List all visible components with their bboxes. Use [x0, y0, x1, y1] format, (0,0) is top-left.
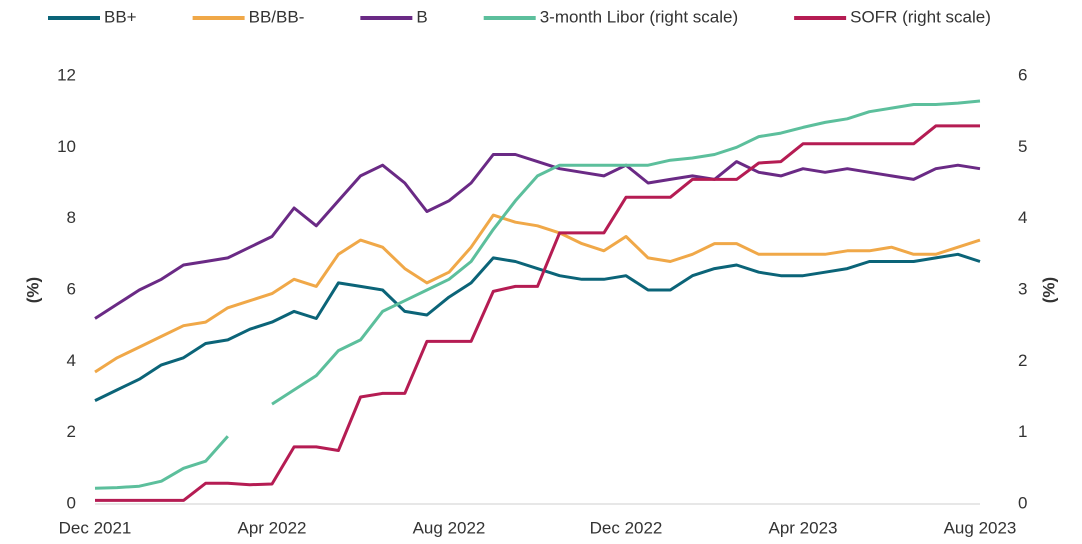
x-tick-label: Aug 2022	[413, 518, 486, 537]
x-tick-label: Dec 2022	[590, 518, 663, 537]
y-tick-label: 2	[67, 422, 76, 441]
legend-label: BB+	[104, 7, 137, 26]
y2-axis-label: (%)	[1039, 277, 1058, 303]
y2-tick-label: 6	[1018, 65, 1027, 84]
legend-label: SOFR (right scale)	[850, 7, 991, 26]
y2-tick-label: 0	[1018, 493, 1027, 512]
y2-tick-label: 4	[1018, 208, 1027, 227]
y2-tick-label: 2	[1018, 351, 1027, 370]
y-tick-label: 10	[57, 137, 76, 156]
x-tick-label: Apr 2022	[238, 518, 307, 537]
series-line	[94, 252, 981, 402]
y2-tick-label: 1	[1018, 422, 1027, 441]
y2-tick-label: 3	[1018, 279, 1027, 298]
y-tick-label: 8	[67, 208, 76, 227]
y-axis-label: (%)	[23, 277, 42, 303]
y-tick-label: 0	[67, 493, 76, 512]
series-line	[94, 99, 981, 490]
legend-label: B	[416, 7, 427, 26]
y-tick-label: 6	[67, 279, 76, 298]
x-tick-label: Aug 2023	[944, 518, 1017, 537]
legend-label: BB/BB-	[249, 7, 305, 26]
y-tick-label: 12	[57, 65, 76, 84]
y-tick-label: 4	[67, 351, 76, 370]
series-line	[94, 213, 981, 374]
series-line	[95, 124, 980, 502]
x-tick-label: Dec 2021	[59, 518, 132, 537]
legend-label: 3-month Libor (right scale)	[540, 7, 738, 26]
y2-tick-label: 5	[1018, 137, 1027, 156]
series-line	[94, 153, 981, 320]
x-tick-label: Apr 2023	[769, 518, 838, 537]
